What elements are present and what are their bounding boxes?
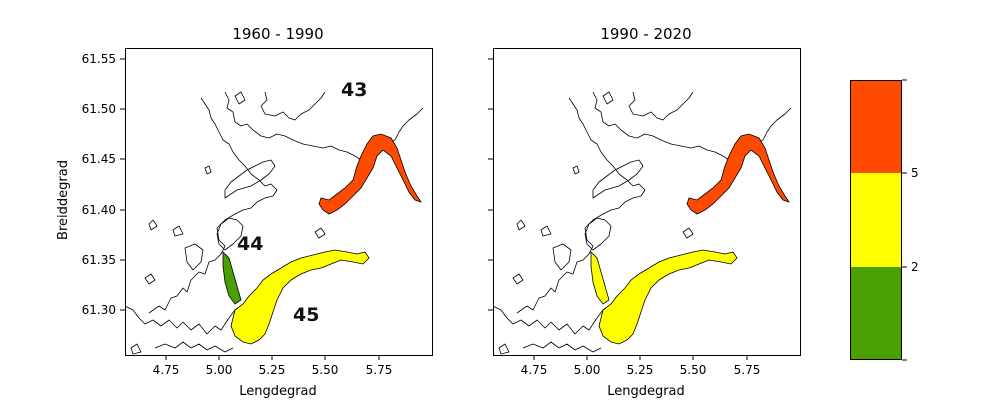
x-tick-label: 5.75 <box>734 363 761 377</box>
map-area-left: 43 44 45 <box>125 79 424 355</box>
x-tick-label: 4.75 <box>521 363 548 377</box>
colorbar-band-low <box>850 267 902 360</box>
colorbar-band-mid <box>850 173 902 267</box>
x-axis-label: Lengdegrad <box>239 384 317 399</box>
map-panel-left: 1960 - 1990 43 44 45 61.30 61.35 61.40 6… <box>56 25 433 399</box>
region-label-44: 44 <box>237 233 263 255</box>
panel-title-left: 1960 - 1990 <box>232 25 323 43</box>
colorbar-tick-label: 5 <box>911 166 919 180</box>
x-tick-label: 5.75 <box>366 363 393 377</box>
region-45-right <box>598 249 738 345</box>
region-44-right <box>590 251 610 305</box>
y-axis-right <box>488 58 493 311</box>
x-tick-label: 4.75 <box>153 363 180 377</box>
x-tick-label: 5.25 <box>259 363 286 377</box>
region-45-left <box>230 249 370 345</box>
y-tick-label: 61.50 <box>82 102 116 116</box>
y-tick-label: 61.35 <box>82 253 116 267</box>
y-axis-label: Breiddegrad <box>56 160 71 240</box>
region-label-43: 43 <box>341 79 367 101</box>
map-frame-left <box>125 48 433 356</box>
colorbar: 5 2 <box>850 79 919 361</box>
x-axis-label: Lengdegrad <box>607 384 685 399</box>
coastline-left <box>125 91 424 355</box>
x-tick-label: 5.00 <box>574 363 601 377</box>
x-axis-right: 4.75 5.00 5.25 5.50 5.75 Lengdegrad <box>521 355 761 399</box>
x-axis-left: 4.75 5.00 5.25 5.50 5.75 Lengdegrad <box>153 355 393 399</box>
x-tick-label: 5.50 <box>312 363 339 377</box>
map-frame-right <box>493 48 801 356</box>
region-43-right <box>686 133 790 215</box>
y-tick-label: 61.55 <box>82 52 116 66</box>
colorbar-tick-label: 2 <box>911 260 919 274</box>
colorbar-band-high <box>850 80 902 173</box>
region-label-45: 45 <box>293 304 319 326</box>
coastline-right <box>493 91 792 355</box>
x-tick-label: 5.00 <box>206 363 233 377</box>
y-tick-label: 61.45 <box>82 152 116 166</box>
y-axis-left: 61.30 61.35 61.40 61.45 61.50 61.55 Brei… <box>56 52 125 317</box>
y-tick-label: 61.40 <box>82 203 116 217</box>
panel-title-right: 1990 - 2020 <box>600 25 691 43</box>
y-tick-label: 61.30 <box>82 303 116 317</box>
x-tick-label: 5.50 <box>680 363 707 377</box>
map-area-right <box>493 91 792 355</box>
x-tick-label: 5.25 <box>627 363 654 377</box>
colorbar-frame <box>850 80 902 360</box>
map-panel-right: 1990 - 2020 4.75 5.00 5.25 5 <box>488 25 801 399</box>
region-44-left <box>222 251 242 305</box>
region-43-left <box>318 133 422 215</box>
